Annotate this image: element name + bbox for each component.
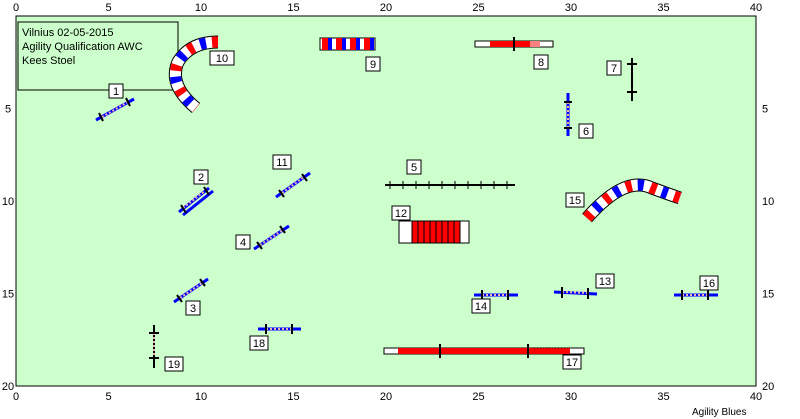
svg-text:17: 17 bbox=[566, 357, 578, 369]
x-tick-top-35: 35 bbox=[657, 2, 669, 14]
x-tick-bottom-30: 30 bbox=[565, 391, 577, 403]
obstacle-number-12: 12 bbox=[391, 205, 411, 221]
svg-text:12: 12 bbox=[395, 208, 407, 220]
tunnel-12-icon bbox=[398, 220, 470, 244]
tunnel-10-icon bbox=[168, 35, 219, 114]
dogwalk-5-icon bbox=[385, 181, 515, 189]
svg-text:11: 11 bbox=[276, 157, 287, 169]
obstacle-number-3: 3 bbox=[185, 300, 201, 316]
right-axis: 5 10 15 20 bbox=[762, 104, 774, 394]
x-tick-bottom-10: 10 bbox=[195, 391, 207, 403]
obstacle-number-13: 13 bbox=[595, 273, 615, 289]
svg-text:8: 8 bbox=[538, 57, 544, 69]
svg-text:14: 14 bbox=[475, 301, 487, 313]
obstacle-number-10: 10 bbox=[209, 50, 235, 66]
jump-16-icon bbox=[674, 290, 718, 300]
obstacle-number-1: 1 bbox=[108, 83, 124, 99]
jump-14-icon bbox=[474, 290, 518, 300]
obstacle-number-11: 11 bbox=[272, 154, 292, 170]
course-class: Agility Qualification AWC bbox=[22, 41, 143, 53]
obstacle-number-19: 19 bbox=[164, 356, 184, 372]
obstacle-number-6: 6 bbox=[578, 123, 594, 139]
jump-2-icon bbox=[178, 186, 214, 217]
seesaw-8-icon bbox=[474, 37, 554, 51]
course-location-date: Vilnius 02-05-2015 bbox=[22, 27, 114, 39]
svg-text:4: 4 bbox=[240, 237, 246, 249]
obstacle-number-18: 18 bbox=[249, 335, 269, 351]
obstacle-number-8: 8 bbox=[533, 54, 549, 70]
x-tick-bottom-15: 15 bbox=[287, 391, 299, 403]
jump-11-icon bbox=[275, 171, 311, 199]
x-tick-top-0: 0 bbox=[13, 2, 19, 14]
svg-text:9: 9 bbox=[370, 59, 376, 71]
x-tick-top-25: 25 bbox=[472, 2, 484, 14]
y-tick-left-5: 5 bbox=[5, 104, 11, 116]
svg-text:13: 13 bbox=[599, 276, 611, 288]
svg-text:18: 18 bbox=[253, 338, 265, 350]
svg-text:19: 19 bbox=[168, 359, 180, 371]
y-tick-right-20: 20 bbox=[762, 381, 774, 393]
obstacle-number-14: 14 bbox=[471, 298, 491, 314]
obstacle-number-2: 2 bbox=[193, 169, 209, 185]
svg-text:10: 10 bbox=[216, 53, 228, 65]
y-tick-left-10: 10 bbox=[2, 196, 14, 208]
obstacle-number-7: 7 bbox=[606, 60, 622, 76]
obstacle-number-9: 9 bbox=[365, 56, 381, 72]
y-tick-right-5: 5 bbox=[762, 104, 768, 116]
x-tick-bottom-40: 40 bbox=[750, 391, 762, 403]
bottom-axis: 0 5 10 15 20 25 30 35 40 bbox=[13, 391, 762, 403]
y-tick-right-10: 10 bbox=[762, 196, 774, 208]
x-tick-top-5: 5 bbox=[105, 2, 111, 14]
left-axis: 5 10 15 20 bbox=[2, 104, 14, 394]
obstacle-number-17: 17 bbox=[562, 354, 582, 370]
jump-18-icon bbox=[258, 324, 301, 334]
svg-text:7: 7 bbox=[611, 63, 617, 75]
svg-text:16: 16 bbox=[703, 278, 715, 290]
x-tick-bottom-5: 5 bbox=[105, 391, 111, 403]
jump-3-icon bbox=[173, 277, 209, 304]
svg-text:2: 2 bbox=[198, 172, 204, 184]
x-tick-bottom-0: 0 bbox=[13, 391, 19, 403]
course-info-box: Vilnius 02-05-2015 Agility Qualification… bbox=[17, 21, 179, 91]
svg-text:1: 1 bbox=[113, 86, 119, 98]
top-axis: 0 5 10 15 20 25 30 35 40 bbox=[13, 2, 762, 14]
x-tick-top-40: 40 bbox=[750, 2, 762, 14]
x-tick-top-20: 20 bbox=[380, 2, 392, 14]
dogwalk-17-icon bbox=[383, 344, 585, 358]
svg-text:6: 6 bbox=[583, 126, 589, 138]
jump-4-icon bbox=[253, 224, 290, 251]
x-tick-bottom-25: 25 bbox=[472, 391, 484, 403]
svg-text:5: 5 bbox=[411, 162, 417, 174]
course-judge: Kees Stoel bbox=[22, 55, 75, 67]
jump-6-icon bbox=[564, 93, 572, 136]
x-tick-bottom-20: 20 bbox=[380, 391, 392, 403]
obstacle-number-15: 15 bbox=[565, 192, 585, 208]
y-tick-left-15: 15 bbox=[2, 289, 14, 301]
brand-label: Agility Blues bbox=[692, 407, 746, 418]
jump-19-icon bbox=[149, 325, 159, 368]
x-tick-bottom-35: 35 bbox=[657, 391, 669, 403]
obstacle-number-5: 5 bbox=[406, 159, 422, 175]
y-tick-left-20: 20 bbox=[2, 381, 14, 393]
x-tick-top-10: 10 bbox=[195, 2, 207, 14]
y-tick-right-15: 15 bbox=[762, 289, 774, 301]
svg-text:3: 3 bbox=[190, 303, 196, 315]
x-tick-top-15: 15 bbox=[287, 2, 299, 14]
obstacle-number-4: 4 bbox=[235, 234, 251, 250]
jump-1-icon bbox=[95, 97, 135, 122]
tunnel-15-icon bbox=[582, 178, 683, 223]
weave-poles-9-icon bbox=[319, 37, 376, 51]
svg-text:15: 15 bbox=[569, 195, 581, 207]
jump-13-icon bbox=[553, 287, 598, 299]
x-tick-top-30: 30 bbox=[565, 2, 577, 14]
jump-7-icon bbox=[627, 58, 637, 101]
obstacle-labels: 1 2 3 4 5 6 7 8 bbox=[108, 50, 719, 372]
obstacle-number-16: 16 bbox=[699, 275, 719, 291]
